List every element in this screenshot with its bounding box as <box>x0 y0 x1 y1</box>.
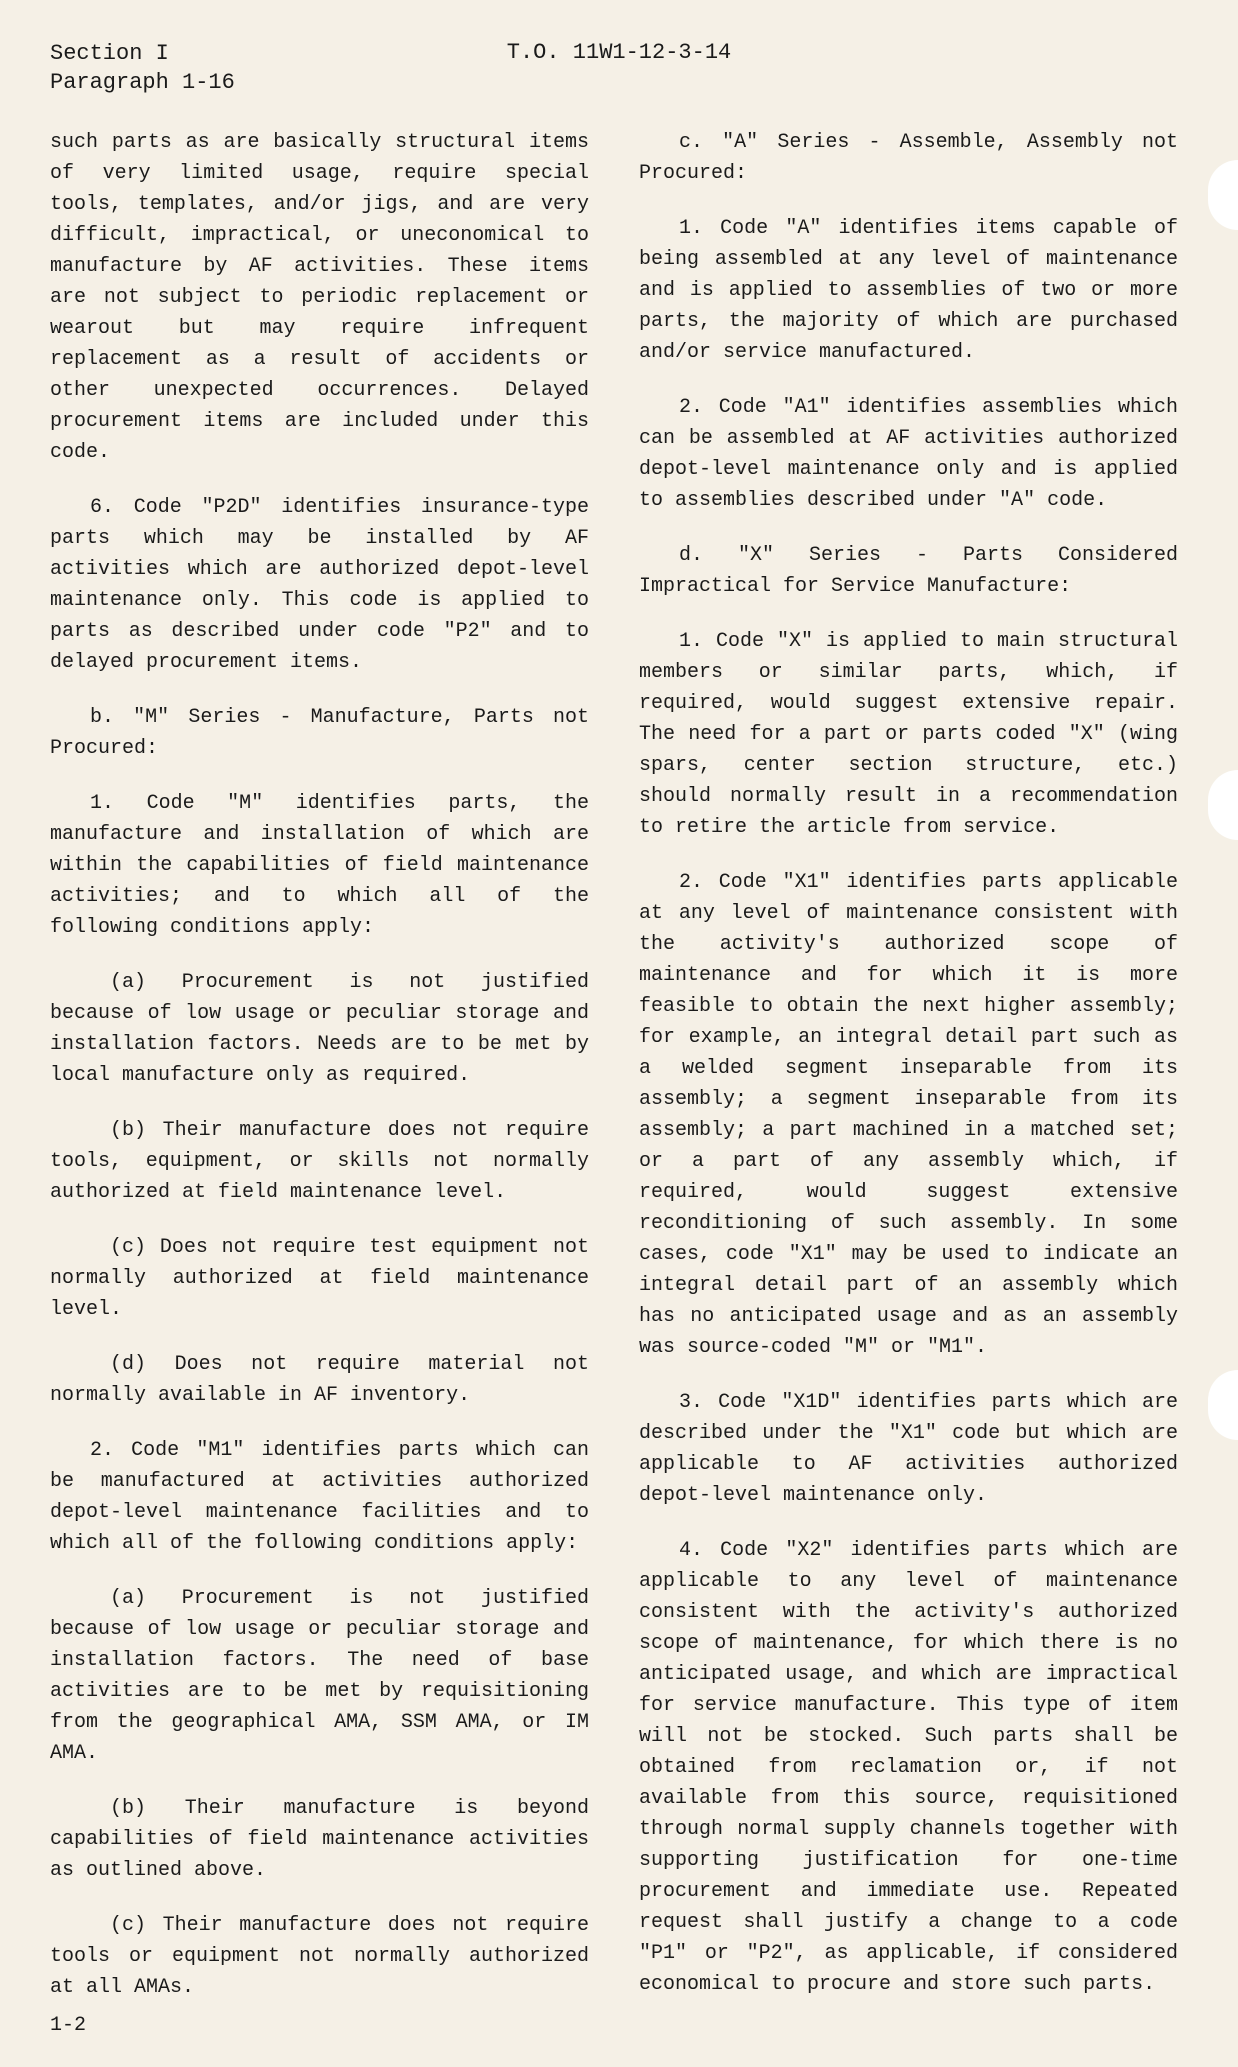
body-paragraph: such parts as are basically structural i… <box>50 127 589 468</box>
series-heading: c. "A" Series - Assemble, Assembly not P… <box>639 127 1178 189</box>
paragraph-label: Paragraph 1-16 <box>50 69 614 98</box>
sub-paragraph: (b) Their manufacture is beyond capabili… <box>50 1793 589 1886</box>
sub-paragraph: (c) Their manufacture does not require t… <box>50 1910 589 2003</box>
binder-hole-icon <box>1208 770 1238 840</box>
sub-paragraph: (c) Does not require test equipment not … <box>50 1232 589 1325</box>
sub-paragraph: (d) Does not require material not normal… <box>50 1349 589 1411</box>
document-number: T.O. 11W1-12-3-14 <box>507 40 731 65</box>
page-header: Section I Paragraph 1-16 T.O. 11W1-12-3-… <box>50 40 1178 97</box>
page-number: 1-2 <box>50 2014 86 2037</box>
document-page: Section I Paragraph 1-16 T.O. 11W1-12-3-… <box>0 0 1238 2067</box>
body-paragraph: 1. Code "M" identifies parts, the manufa… <box>50 788 589 943</box>
body-paragraph: 1. Code "X" is applied to main structura… <box>639 626 1178 843</box>
sub-paragraph: (a) Procurement is not justified because… <box>50 967 589 1091</box>
body-paragraph: 2. Code "M1" identifies parts which can … <box>50 1435 589 1559</box>
body-paragraph: 2. Code "A1" identifies assemblies which… <box>639 392 1178 516</box>
body-paragraph: 1. Code "A" identifies items capable of … <box>639 213 1178 368</box>
left-column: such parts as are basically structural i… <box>50 127 589 2027</box>
binder-hole-icon <box>1208 1370 1238 1440</box>
body-paragraph: 2. Code "X1" identifies parts applicable… <box>639 867 1178 1363</box>
series-heading: d. "X" Series - Parts Considered Impract… <box>639 540 1178 602</box>
series-heading: b. "M" Series - Manufacture, Parts not P… <box>50 702 589 764</box>
body-paragraph: 6. Code "P2D" identifies insurance-type … <box>50 492 589 678</box>
right-column: c. "A" Series - Assemble, Assembly not P… <box>639 127 1178 2027</box>
sub-paragraph: (b) Their manufacture does not require t… <box>50 1115 589 1208</box>
binder-hole-icon <box>1208 160 1238 230</box>
two-column-layout: such parts as are basically structural i… <box>50 127 1178 2027</box>
body-paragraph: 4. Code "X2" identifies parts which are … <box>639 1535 1178 2000</box>
sub-paragraph: (a) Procurement is not justified because… <box>50 1583 589 1769</box>
body-paragraph: 3. Code "X1D" identifies parts which are… <box>639 1387 1178 1511</box>
